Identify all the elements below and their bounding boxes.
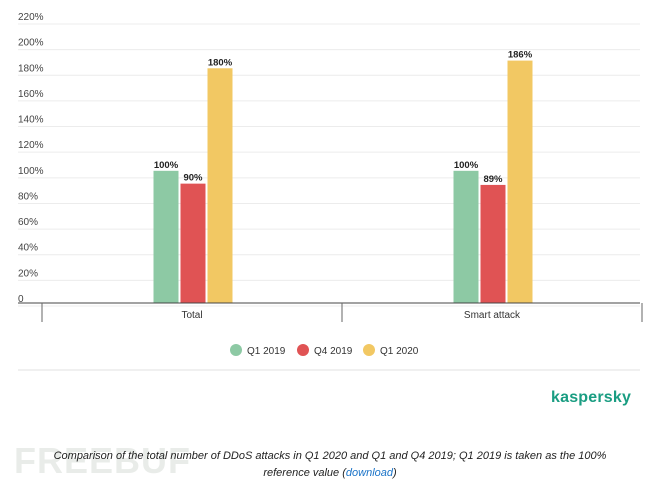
y-tick-label: 40% (18, 243, 38, 254)
bar-q4-2019 (180, 183, 206, 303)
legend-label[interactable]: Q1 2020 (380, 346, 419, 357)
data-label: 100% (154, 160, 179, 171)
kaspersky-logo: kaspersky (551, 389, 632, 406)
data-labels: 100% 90% 180% 100% 89% 186% (154, 50, 533, 185)
data-label: 180% (208, 57, 233, 68)
caption-text: Comparison of the total number of DDoS a… (53, 450, 607, 479)
y-tick-label: 80% (18, 191, 38, 202)
bar-q1-2019 (153, 170, 179, 303)
legend-swatch[interactable] (230, 344, 242, 356)
bars (153, 60, 533, 303)
freebuf-watermark: FREEBUF (14, 440, 191, 481)
data-label: 186% (508, 50, 533, 61)
y-tick-label: 220% (18, 12, 44, 23)
data-label: 89% (483, 174, 503, 185)
y-tick-label: 0 (18, 294, 24, 305)
legend-swatch[interactable] (363, 344, 375, 356)
x-category-label: Total (181, 310, 202, 321)
y-tick-label: 180% (18, 63, 44, 74)
y-tick-label: 100% (18, 166, 44, 177)
legend-label[interactable]: Q1 2019 (247, 346, 286, 357)
caption-end: ) (392, 467, 397, 479)
chart-caption: Comparison of the total number of DDoS a… (30, 448, 630, 482)
data-label: 100% (454, 160, 479, 171)
bar-q4-2019 (480, 184, 506, 303)
y-tick-label: 20% (18, 268, 38, 279)
legend[interactable]: Q1 2019 Q4 2019 Q1 2020 (230, 344, 419, 357)
x-category-label: Smart attack (464, 310, 521, 321)
download-link[interactable]: download (345, 467, 393, 479)
y-tick-label: 200% (18, 38, 44, 49)
bar-q1-2020 (207, 68, 233, 303)
gridlines (18, 23, 640, 307)
y-tick-label: 160% (18, 89, 44, 100)
y-tick-label: 120% (18, 140, 44, 151)
bar-q1-2020 (507, 60, 533, 303)
bar-q1-2019 (453, 170, 479, 303)
y-tick-label: 140% (18, 115, 44, 126)
y-axis-ticks: 0 20% 40% 60% 80% 100% 120% 140% 160% 180% 200% 220… (18, 12, 44, 305)
y-tick-label: 60% (18, 217, 38, 228)
legend-label[interactable]: Q4 2019 (314, 346, 353, 357)
x-axis: Total Smart attack (41, 303, 643, 322)
data-label: 90% (183, 173, 203, 184)
legend-swatch[interactable] (297, 344, 309, 356)
ddos-bar-chart: 0 20% 40% 60% 80% 100% 120% 140% 160% 180% 200% 220… (18, 12, 643, 371)
